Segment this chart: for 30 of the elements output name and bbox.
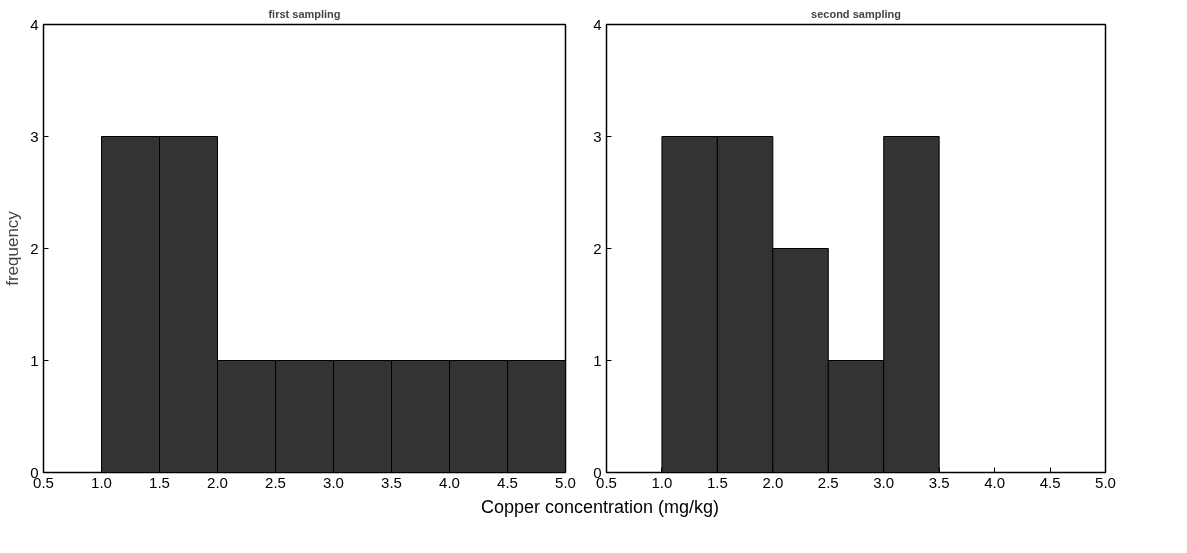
x-axis-title: Copper concentration (mg/kg) [480, 496, 720, 519]
x-tick-label: 2.5 [265, 473, 286, 491]
x-tick-label: 1.5 [706, 473, 728, 491]
y-tick-label: 1 [593, 351, 602, 369]
x-tick-label: 2.0 [762, 473, 784, 491]
chart-title: second sampling [811, 7, 901, 20]
y-tick-label: 2 [593, 239, 602, 257]
y-tick-label: 3 [30, 127, 39, 145]
y-tick-label: 4 [30, 15, 39, 33]
x-tick-label: 4.0 [984, 473, 1006, 491]
x-tick-label: 3.5 [381, 473, 402, 491]
x-tick-label: 5.0 [1095, 473, 1116, 491]
x-tick-label: 3.0 [323, 473, 344, 491]
x-tick-label: 4.0 [439, 473, 460, 491]
x-tick-label: 1.0 [651, 473, 673, 491]
x-tick-label: 1.5 [149, 473, 170, 491]
y-tick-label: 1 [30, 351, 39, 369]
y-tick-label: 2 [30, 239, 39, 257]
x-tick-label: 5.0 [555, 473, 576, 491]
x-tick-label: 3.5 [928, 473, 950, 491]
x-tick-label: 2.0 [207, 473, 228, 491]
y-tick-label: 3 [593, 127, 602, 145]
x-tick-label: 2.5 [817, 473, 839, 491]
y-tick-label: 4 [593, 15, 602, 33]
y-axis-title: frequency [3, 210, 23, 286]
x-tick-label: 3.0 [873, 473, 895, 491]
chart-title: first sampling [268, 7, 341, 20]
x-tick-label: 4.5 [1039, 473, 1061, 491]
x-tick-label: 1.0 [91, 473, 112, 491]
x-tick-label: 4.5 [497, 473, 518, 491]
